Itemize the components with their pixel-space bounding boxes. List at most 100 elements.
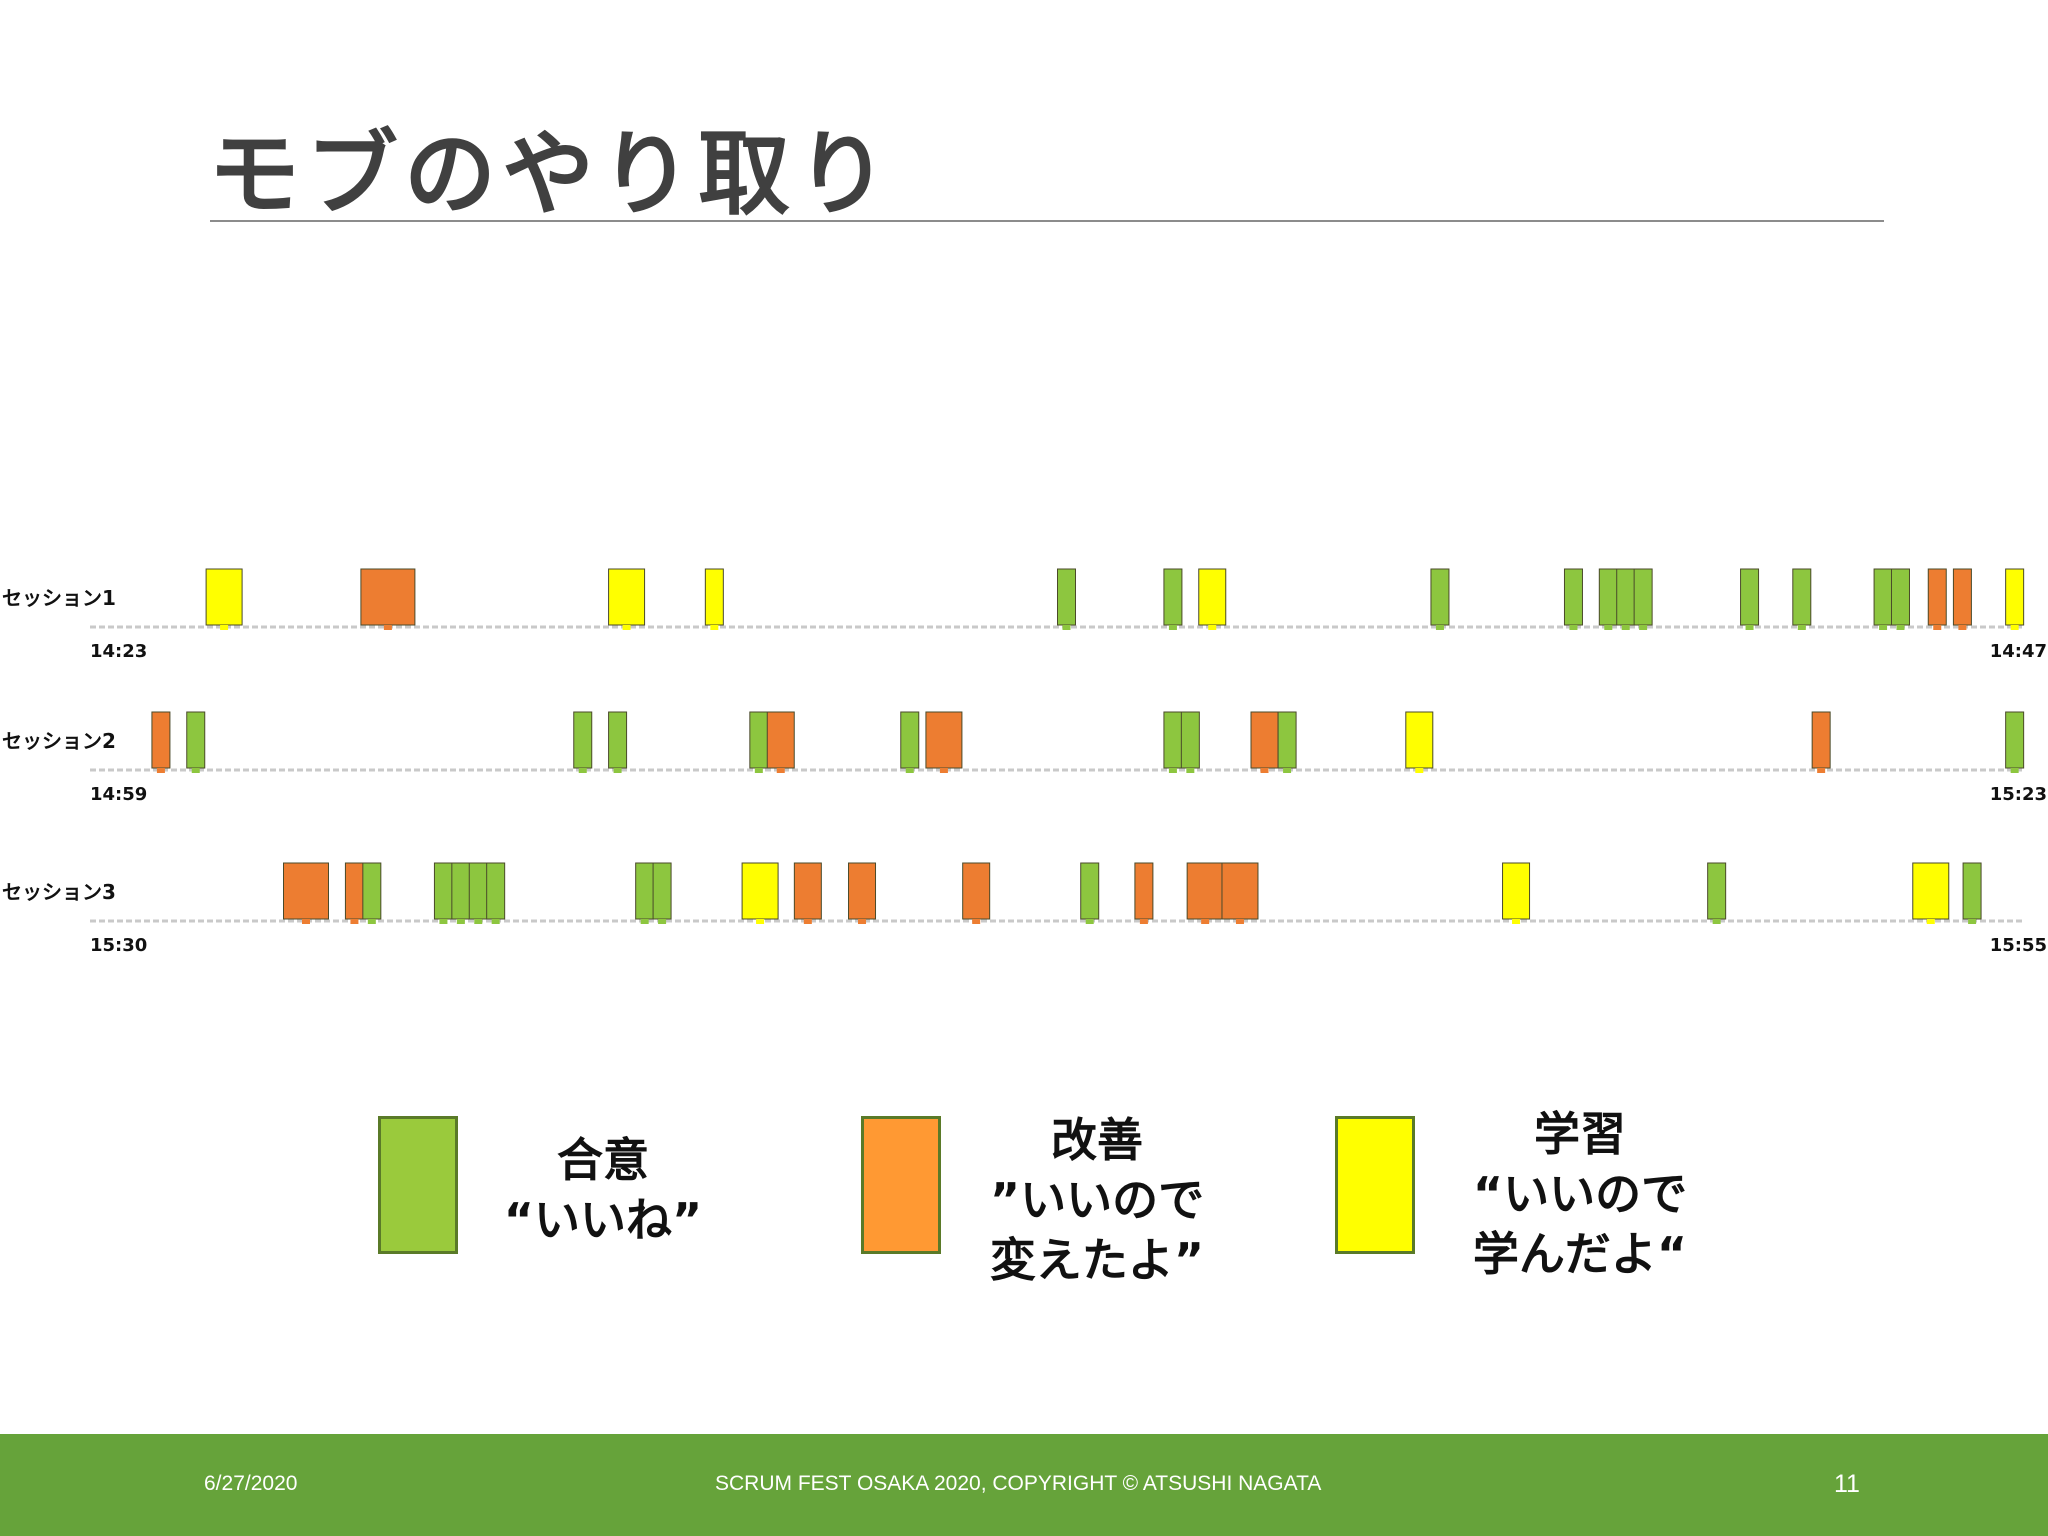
event-tick	[156, 768, 165, 773]
event-tick	[939, 768, 948, 773]
footer-bar: 6/27/2020 SCRUM FEST OSAKA 2020, COPYRIG…	[0, 1434, 2048, 1536]
legend-label-improve: 改善 ”いいので 変えたよ”	[989, 1113, 1205, 1287]
footer-copyright: SCRUM FEST OSAKA 2020, COPYRIGHT © ATSUS…	[715, 1472, 1322, 1495]
event-bar-agree	[362, 862, 382, 920]
event-tick	[858, 919, 867, 924]
event-tick	[1283, 768, 1292, 773]
event-bar-improve	[1952, 568, 1972, 626]
event-bar-agree	[451, 862, 471, 920]
event-bar-learn	[741, 862, 779, 920]
event-tick	[1621, 625, 1630, 630]
event-bar-improve	[151, 711, 171, 769]
event-tick	[220, 625, 229, 630]
event-bar-agree	[1890, 568, 1910, 626]
event-bar-learn	[1405, 711, 1434, 769]
event-tick	[302, 919, 310, 924]
event-tick	[1797, 625, 1806, 630]
session-end-time: 15:55	[1990, 935, 2047, 956]
event-bar-learn	[608, 568, 646, 626]
event-tick	[1745, 625, 1754, 630]
event-tick	[1139, 919, 1148, 924]
title-divider	[210, 220, 1884, 222]
event-bar-agree	[573, 711, 593, 769]
footer-date: 6/27/2020	[204, 1472, 298, 1495]
event-bar-agree	[1616, 568, 1636, 626]
legend-swatch-learn	[1335, 1116, 1415, 1254]
event-bar-learn	[1502, 862, 1531, 920]
event-tick	[1712, 919, 1721, 924]
session-start-time: 15:30	[90, 935, 147, 956]
event-bar-agree	[1080, 862, 1100, 920]
event-tick	[1968, 919, 1977, 924]
event-tick	[350, 919, 359, 924]
session-label: セッション3	[2, 880, 116, 904]
event-bar-improve	[1927, 568, 1947, 626]
event-bar-improve	[1186, 862, 1224, 920]
event-bar-improve	[344, 862, 364, 920]
event-tick	[1896, 625, 1905, 630]
event-tick	[658, 919, 667, 924]
event-bar-agree	[900, 711, 920, 769]
event-bar-agree	[2005, 711, 2025, 769]
legend-label-agree: 合意 “いいね”	[503, 1133, 703, 1247]
event-bar-agree	[635, 862, 655, 920]
event-tick	[756, 919, 765, 924]
event-tick	[1186, 768, 1195, 773]
event-bar-agree	[1633, 568, 1653, 626]
event-bar-agree	[1598, 568, 1618, 626]
event-bar-improve	[1250, 711, 1279, 769]
event-tick	[1201, 919, 1210, 924]
session-1-track: セッション1 14:23 14:47	[2, 568, 2047, 662]
event-bar-agree	[608, 711, 628, 769]
event-tick	[1879, 625, 1888, 630]
event-tick	[367, 919, 376, 924]
event-bar-agree	[486, 862, 506, 920]
event-bar-improve	[283, 862, 329, 920]
event-tick	[2010, 768, 2019, 773]
session-end-time: 15:23	[1990, 784, 2047, 805]
event-bar-improve	[1134, 862, 1154, 920]
event-bar-agree	[1962, 862, 1982, 920]
session-start-time: 14:23	[90, 641, 147, 662]
session-end-time: 14:47	[1990, 641, 2047, 662]
event-bar-improve	[360, 568, 416, 626]
event-bar-learn	[1198, 568, 1227, 626]
event-tick	[640, 919, 649, 924]
event-bar-agree	[468, 862, 488, 920]
event-bar-improve	[925, 711, 963, 769]
event-bar-agree	[1430, 568, 1450, 626]
event-bar-agree	[1707, 862, 1727, 920]
event-tick	[1604, 625, 1613, 630]
event-tick	[1512, 919, 1521, 924]
event-bar-agree	[1180, 711, 1200, 769]
event-tick	[1208, 625, 1217, 630]
legend-swatch-improve	[861, 1116, 941, 1254]
event-bar-improve	[1221, 862, 1259, 920]
event-tick	[1639, 625, 1648, 630]
event-bar-agree	[1057, 568, 1076, 626]
session-start-time: 14:59	[90, 784, 147, 805]
event-bar-improve	[766, 711, 795, 769]
event-tick	[622, 625, 631, 630]
event-tick	[1569, 625, 1578, 630]
event-tick	[1958, 625, 1967, 630]
event-bar-agree	[186, 711, 206, 769]
session-label: セッション1	[2, 586, 116, 610]
event-tick	[1817, 768, 1826, 773]
session-label: セッション2	[2, 729, 116, 753]
event-tick	[754, 768, 763, 773]
legend-swatch-agree	[378, 1116, 458, 1254]
event-bar-improve	[962, 862, 991, 920]
event-bar-agree	[1740, 568, 1760, 626]
event-tick	[2010, 625, 2019, 630]
event-bar-agree	[1563, 568, 1583, 626]
event-tick	[613, 768, 622, 773]
event-tick	[383, 625, 392, 630]
event-bar-agree	[652, 862, 672, 920]
event-bar-learn	[205, 568, 243, 626]
event-tick	[1085, 919, 1094, 924]
event-bar-improve	[1811, 711, 1831, 769]
session-2-track: セッション2 14:59 15:23	[2, 711, 2047, 805]
event-bar-learn	[704, 568, 724, 626]
event-tick	[1926, 919, 1935, 924]
